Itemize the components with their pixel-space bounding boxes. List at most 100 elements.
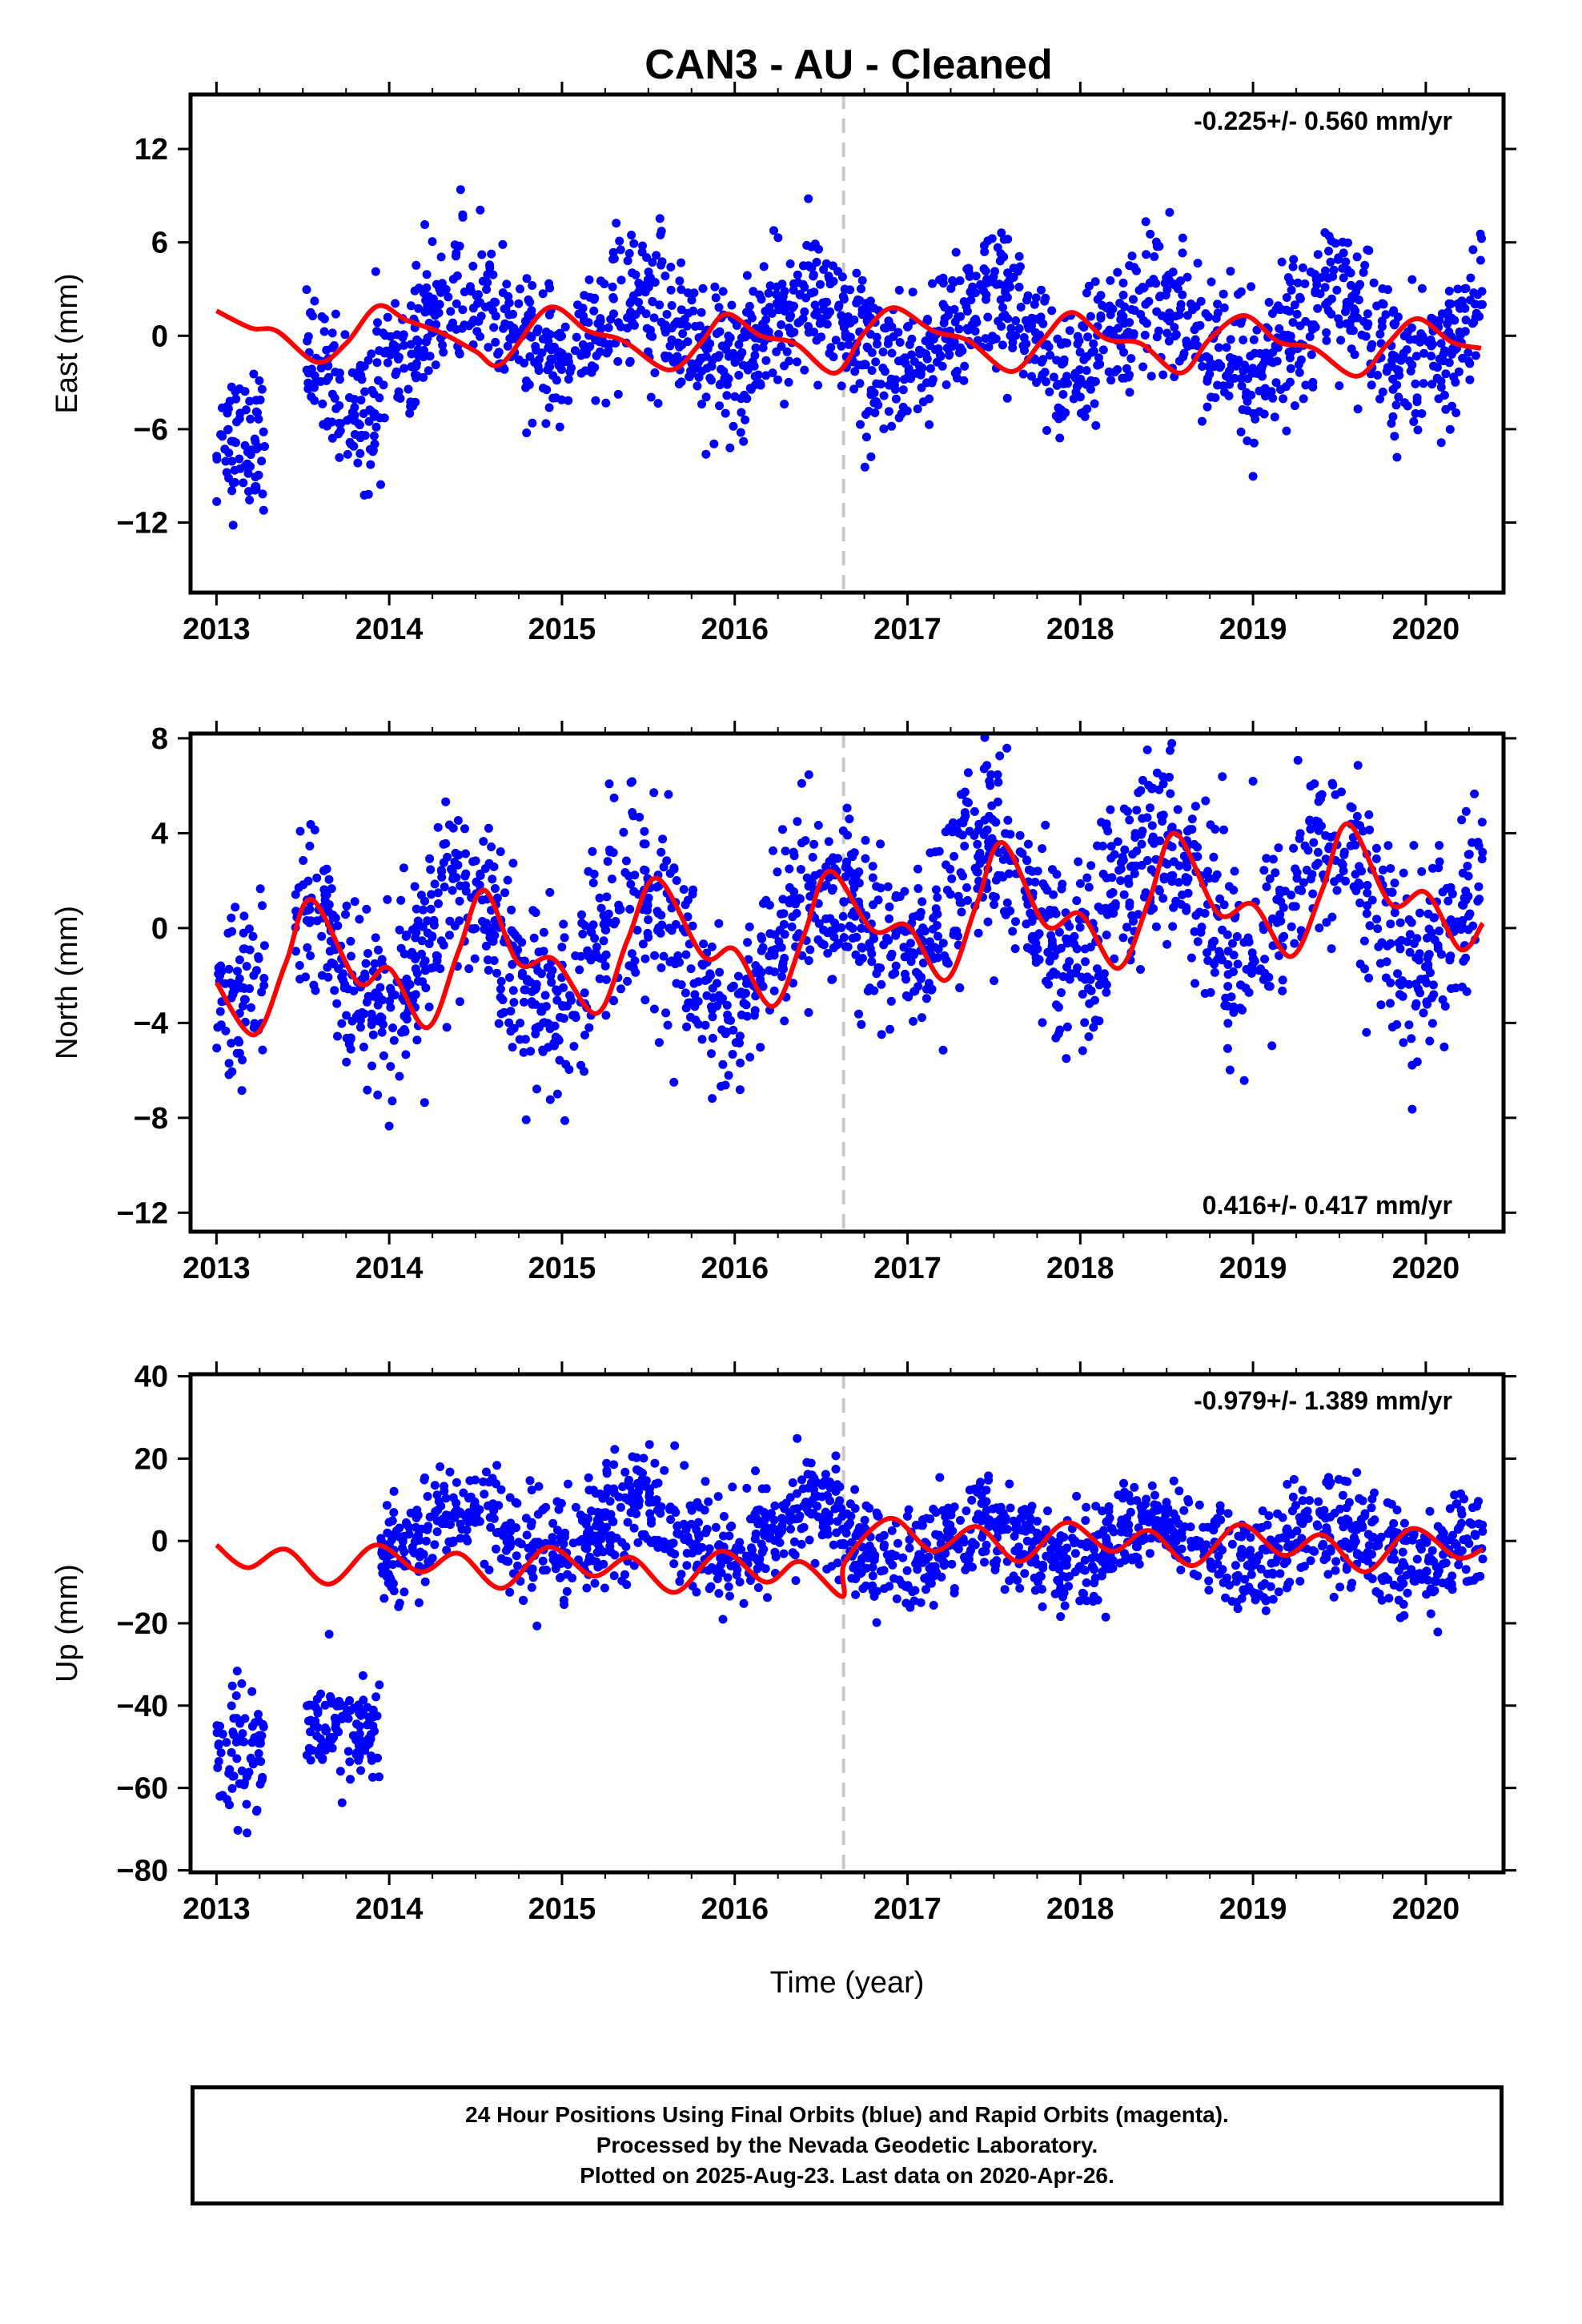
data-point (470, 954, 480, 963)
data-point (792, 909, 801, 918)
data-point (1008, 338, 1018, 347)
data-point (1117, 309, 1126, 319)
data-point (1360, 260, 1370, 270)
data-point (1295, 368, 1304, 377)
data-point (1454, 1560, 1464, 1570)
data-point (736, 1058, 745, 1068)
data-point (1286, 364, 1295, 373)
data-point (522, 376, 531, 386)
data-point (828, 886, 837, 895)
data-point (1471, 312, 1480, 322)
data-point (554, 1556, 564, 1565)
data-point (984, 342, 994, 352)
data-point (455, 896, 464, 906)
data-point (1447, 401, 1456, 411)
data-point (1423, 953, 1432, 963)
data-point (572, 332, 581, 342)
data-point (1363, 309, 1372, 319)
data-point (959, 376, 969, 385)
data-point (1102, 819, 1111, 829)
data-point (1447, 313, 1456, 323)
data-point (831, 1451, 841, 1461)
data-point (1453, 284, 1463, 294)
data-point (866, 452, 876, 461)
data-point (797, 778, 806, 788)
data-point (640, 1530, 649, 1539)
data-point (1086, 384, 1095, 394)
data-point (505, 1587, 515, 1597)
data-point (419, 1550, 428, 1559)
data-point (228, 478, 238, 488)
data-point (1399, 868, 1408, 878)
data-point (1027, 933, 1037, 943)
data-point (1164, 336, 1174, 346)
x-tick-label: 2018 (1046, 1252, 1114, 1285)
data-point (1262, 882, 1271, 891)
data-point (1126, 354, 1136, 364)
data-point (1263, 981, 1273, 991)
data-point (960, 808, 970, 818)
data-point (552, 1497, 562, 1506)
data-point (1294, 885, 1303, 895)
data-point (445, 1467, 455, 1477)
data-point (1154, 885, 1164, 895)
data-point (748, 357, 757, 367)
data-point (1444, 287, 1454, 296)
data-point (956, 868, 966, 878)
data-point (1407, 323, 1416, 332)
data-point (1197, 923, 1207, 932)
data-point (956, 312, 966, 321)
data-point (521, 1514, 531, 1523)
data-point (1058, 360, 1066, 369)
data-point (1030, 300, 1039, 309)
data-point (587, 1506, 596, 1516)
data-point (613, 356, 623, 366)
data-point (1110, 850, 1119, 859)
data-point (1351, 287, 1361, 297)
data-point (872, 1618, 881, 1627)
data-point (1371, 843, 1381, 853)
data-point (1399, 1038, 1408, 1047)
data-point (1230, 373, 1239, 383)
data-point (904, 1505, 913, 1514)
data-point (771, 945, 780, 954)
data-point (560, 1014, 568, 1023)
data-point (243, 468, 253, 478)
data-point (1015, 830, 1025, 840)
data-point (1138, 775, 1147, 785)
x-tick-label: 2019 (1219, 1252, 1287, 1285)
data-point (552, 1526, 562, 1535)
data-point (323, 361, 333, 371)
panels: 2013 2014 2015 2016 2017 2018 2019 20201260−6−1… (50, 82, 1516, 1926)
data-point (529, 933, 539, 943)
data-point (1141, 217, 1150, 227)
data-point (1355, 279, 1365, 289)
data-point (1137, 828, 1146, 838)
data-point (1093, 295, 1102, 304)
data-point (539, 927, 548, 937)
data-point (1388, 308, 1398, 317)
data-point (534, 1482, 544, 1491)
data-point (588, 846, 597, 856)
data-point (857, 923, 866, 933)
data-point (557, 943, 567, 952)
data-point (748, 1546, 757, 1554)
x-tick-label: 2013 (183, 1252, 251, 1285)
data-point (700, 1506, 709, 1515)
data-point (850, 1485, 860, 1494)
data-point (1417, 283, 1427, 293)
data-point (333, 1031, 342, 1041)
data-point (934, 846, 944, 856)
data-point (1086, 986, 1096, 995)
data-point (793, 817, 802, 826)
data-point (368, 447, 378, 456)
data-point (475, 1517, 484, 1526)
data-point (1044, 342, 1054, 352)
data-point (1096, 313, 1106, 323)
data-point (593, 1522, 603, 1531)
data-point (429, 915, 439, 925)
data-point (1116, 864, 1126, 874)
data-point (789, 847, 798, 857)
data-point (608, 875, 616, 884)
data-point (533, 361, 543, 371)
